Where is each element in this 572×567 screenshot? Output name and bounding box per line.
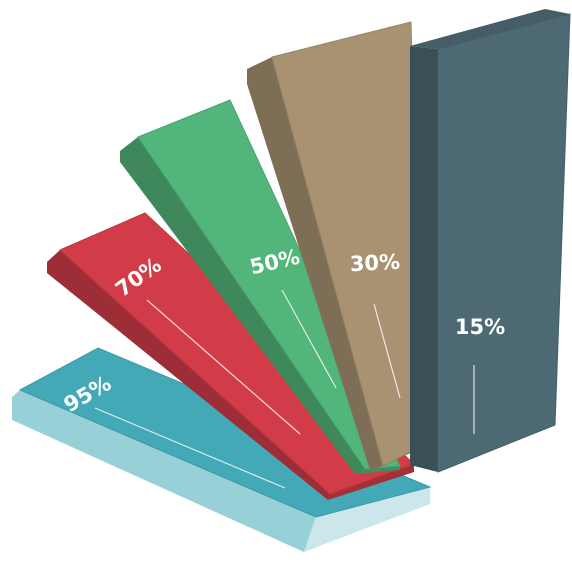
bar-side-3 xyxy=(120,137,365,474)
bar-highlight-line-4 xyxy=(373,303,401,399)
bar-edge-2 xyxy=(328,464,414,500)
bar-face-5 xyxy=(437,13,571,473)
bar-group: 95%70% 50% 30%15% xyxy=(12,9,571,552)
bar-highlight-line-1 xyxy=(94,407,286,489)
bar-face-3 xyxy=(137,99,401,470)
bar-side-2 xyxy=(47,250,330,500)
bar-edge-3 xyxy=(355,466,400,474)
bar-highlight-line-3 xyxy=(281,289,337,389)
bar-side-1 xyxy=(12,390,316,552)
bar-4: 30% xyxy=(247,21,424,470)
bar-side-5 xyxy=(410,46,438,472)
bar-edge-1 xyxy=(304,487,430,552)
data-label-4: 30% xyxy=(349,250,400,277)
bar-3: 50% xyxy=(120,99,401,474)
bar-highlight-line-2 xyxy=(146,299,301,435)
bar-5: 15% xyxy=(410,9,571,473)
bar-side-4 xyxy=(247,57,383,470)
data-label-5: 15% xyxy=(455,315,505,339)
bar-edge-5 xyxy=(410,9,570,49)
